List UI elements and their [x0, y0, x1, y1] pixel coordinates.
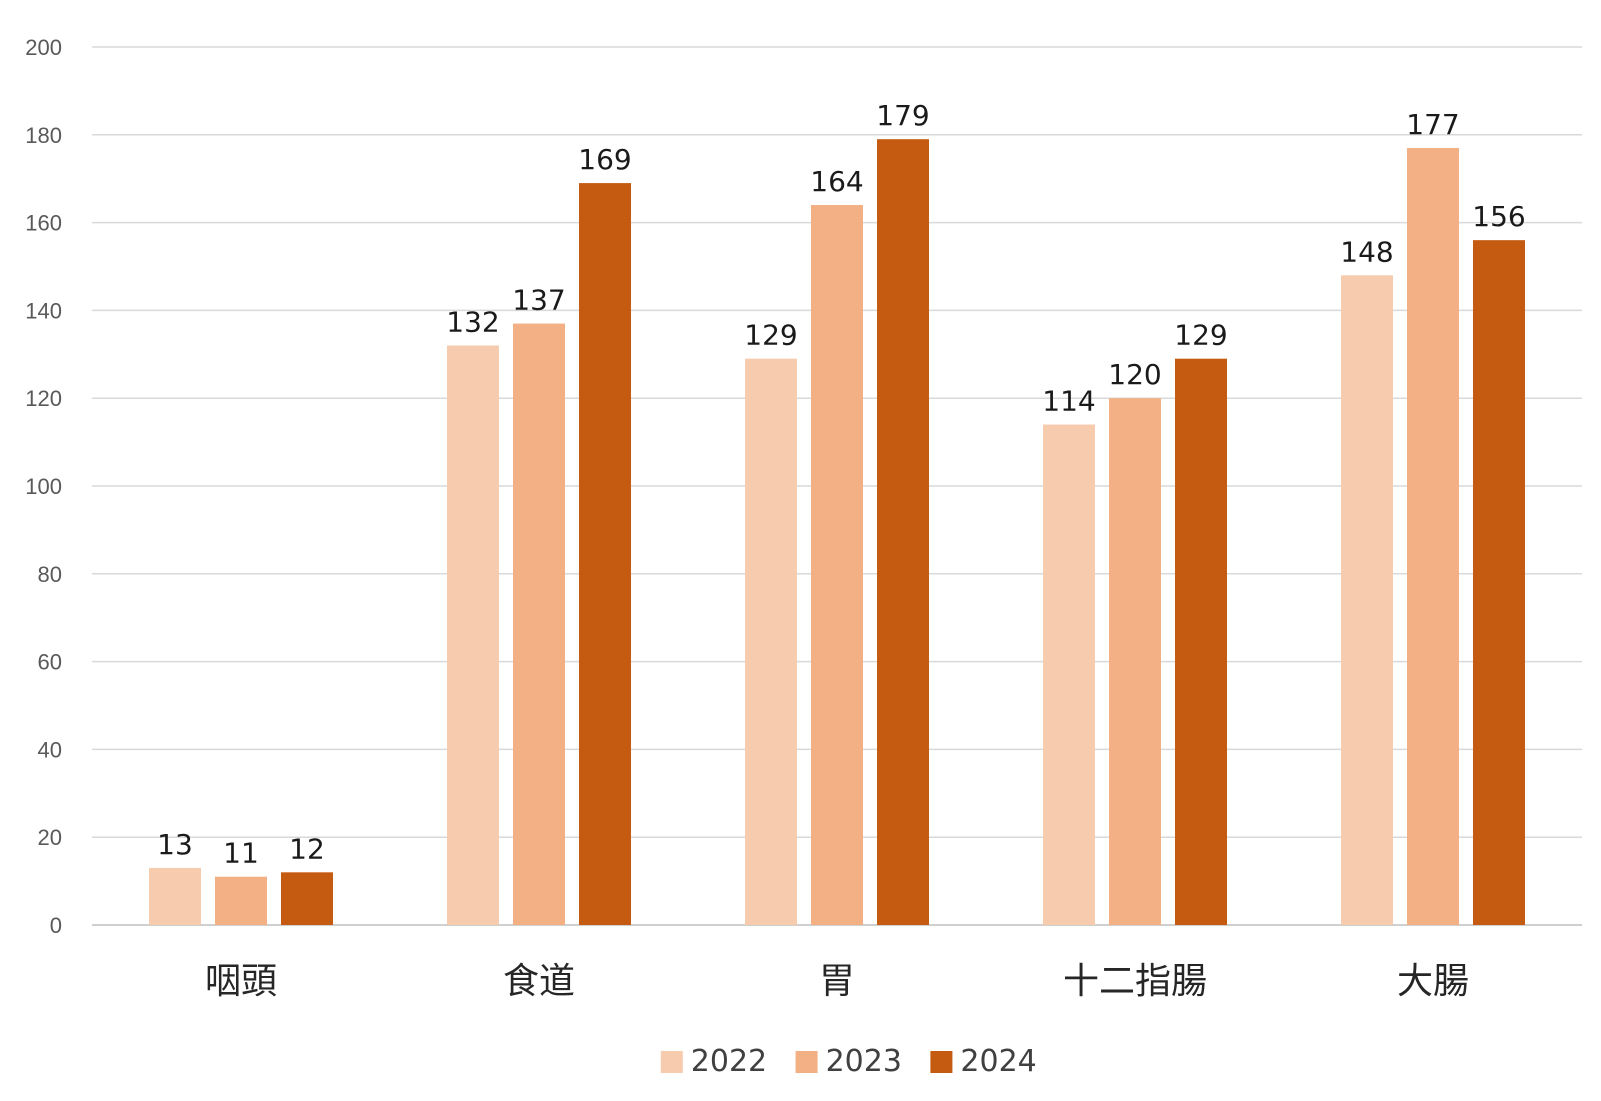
data-label: 177: [1406, 108, 1459, 141]
data-label: 114: [1042, 385, 1095, 418]
y-tick-label: 140: [25, 298, 62, 323]
x-tick-label: 胃: [819, 961, 855, 1002]
bar: [1043, 424, 1095, 925]
data-label: 13: [157, 828, 193, 861]
data-label: 164: [810, 165, 863, 198]
bar: [215, 876, 267, 925]
y-tick-label: 0: [50, 913, 62, 938]
data-label: 148: [1340, 235, 1393, 268]
y-tick-label: 200: [25, 35, 62, 60]
y-tick-label: 160: [25, 211, 62, 236]
y-tick-label: 180: [25, 123, 62, 148]
data-label: 12: [289, 832, 325, 865]
bar: [579, 183, 631, 926]
bar: [149, 867, 201, 925]
data-label: 137: [512, 284, 565, 317]
data-label: 156: [1472, 200, 1525, 233]
y-tick-label: 60: [38, 650, 62, 675]
x-tick-label: 十二指腸: [1063, 961, 1207, 1002]
legend: 2022 2023 2024: [660, 1044, 1037, 1079]
data-label: 120: [1108, 358, 1161, 391]
y-tick-label: 100: [25, 474, 62, 499]
y-tick-label: 20: [38, 825, 62, 850]
legend-swatch: [660, 1051, 683, 1073]
bar: [447, 345, 499, 925]
bar: [877, 139, 929, 925]
data-label: 179: [876, 99, 929, 132]
bar: [1175, 358, 1227, 925]
bar: [1109, 398, 1161, 925]
data-label: 129: [1174, 319, 1227, 352]
legend-swatch: [795, 1051, 818, 1073]
bar: [281, 872, 333, 925]
x-tick-label: 咽頭: [205, 961, 277, 1002]
bar: [513, 323, 565, 925]
data-label: 169: [578, 143, 631, 176]
bar: [1407, 147, 1459, 926]
x-tick-label: 大腸: [1397, 961, 1469, 1002]
legend-label: 2023: [826, 1044, 902, 1079]
legend-label: 2022: [691, 1044, 767, 1079]
data-label: 11: [223, 837, 259, 870]
y-axis: 0 20 40 60 80 100 120 140 160 180 200: [25, 35, 62, 938]
data-label: 132: [446, 306, 499, 339]
x-tick-label: 食道: [503, 961, 575, 1002]
data-label: 129: [744, 319, 797, 352]
y-tick-label: 80: [38, 562, 62, 587]
bar: [745, 358, 797, 925]
y-tick-label: 40: [38, 737, 62, 762]
bar: [811, 205, 863, 926]
legend-swatch: [930, 1051, 953, 1073]
bars: 13 11 12 132 137 169 129 164 179 114 120 129 148 177 1…: [149, 99, 1526, 926]
x-axis: 咽頭 食道 胃 十二指腸 大腸: [205, 961, 1469, 1002]
bar: [1341, 275, 1393, 925]
y-tick-label: 120: [25, 386, 62, 411]
legend-label: 2024: [960, 1044, 1036, 1079]
bar: [1473, 240, 1525, 925]
